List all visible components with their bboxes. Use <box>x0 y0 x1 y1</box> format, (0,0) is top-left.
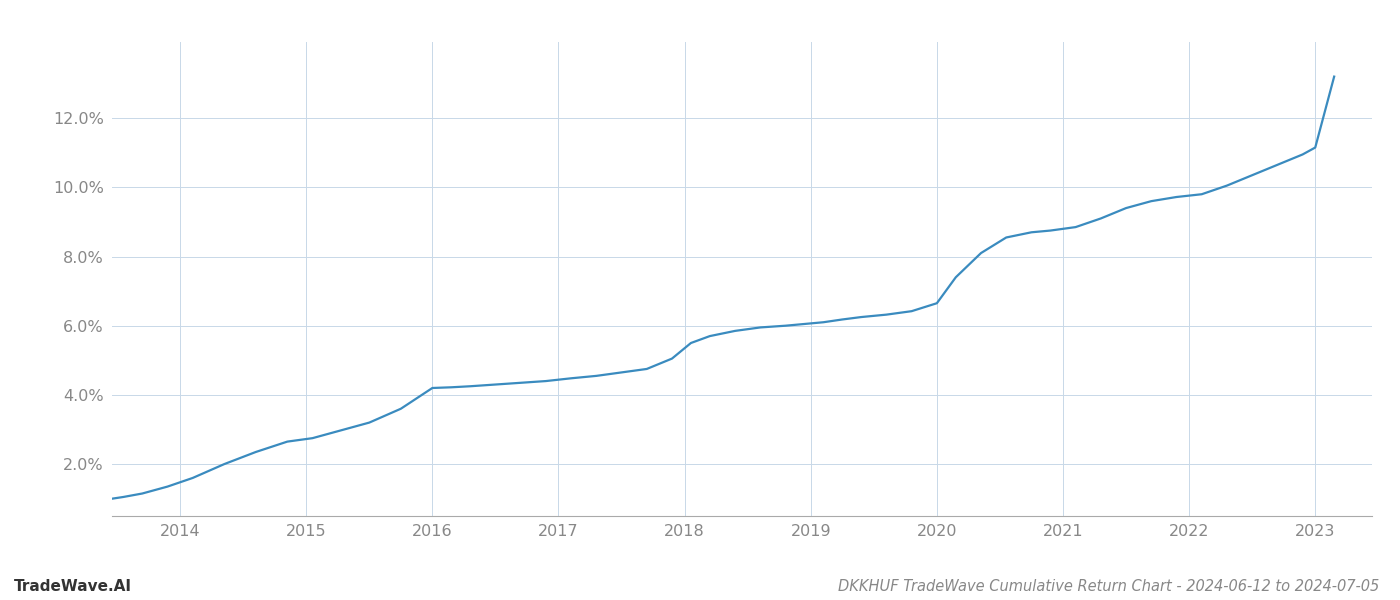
Text: DKKHUF TradeWave Cumulative Return Chart - 2024-06-12 to 2024-07-05: DKKHUF TradeWave Cumulative Return Chart… <box>837 579 1379 594</box>
Text: TradeWave.AI: TradeWave.AI <box>14 579 132 594</box>
